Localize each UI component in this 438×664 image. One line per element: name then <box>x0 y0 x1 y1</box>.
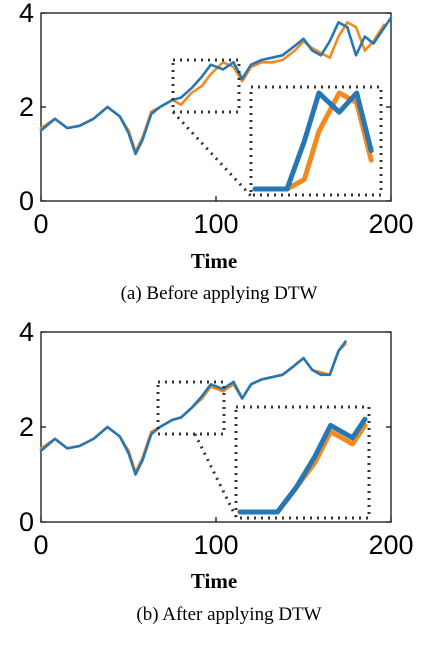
zoom-source-box-b <box>156 380 226 436</box>
panel-a: 0 100 200 0 2 4 Time (a) Before applying DTW <box>19 0 414 304</box>
caption-b: (b) After applying DTW <box>136 604 321 625</box>
plot-frame-b <box>40 331 392 523</box>
series-group-b <box>39 340 347 476</box>
x-tick-label: 200 <box>368 209 413 239</box>
x-axis-label-a: Time <box>191 249 237 273</box>
x-tick-label: 100 <box>193 209 238 239</box>
series-line-blue <box>39 16 393 156</box>
plot-frame-a <box>40 12 392 202</box>
inset-line-orange <box>237 422 368 515</box>
x-tick-label: 0 <box>33 530 48 560</box>
zoom-inset-lines-a <box>252 90 374 192</box>
zoom-inset-box-b <box>234 405 371 520</box>
x-tick-label: 0 <box>33 209 48 239</box>
y-tick-label: 4 <box>19 0 34 28</box>
series-line-blue <box>39 340 347 476</box>
y-tick-label: 2 <box>19 412 34 442</box>
series-group-a <box>39 16 393 156</box>
zoom-region-a <box>171 58 383 198</box>
axes-a: 0 100 200 0 2 4 <box>19 0 414 239</box>
axes-b: 0 100 200 0 2 4 <box>19 317 414 560</box>
y-tick-label: 0 <box>19 507 34 537</box>
series-line-orange <box>39 21 386 153</box>
x-axis-label-b: Time <box>191 569 237 593</box>
zoom-connector-b <box>193 433 238 518</box>
y-tick-label: 4 <box>19 317 34 347</box>
panel-b: 0 100 200 0 2 4 Time (b) After applying DTW <box>19 317 414 625</box>
zoom-region-b <box>156 380 371 520</box>
inset-line-blue <box>237 416 368 515</box>
zoom-connector-a <box>171 110 253 198</box>
caption-a: (a) Before applying DTW <box>121 283 318 304</box>
zoom-inset-box-a <box>249 85 383 197</box>
y-tick-label: 0 <box>19 186 34 216</box>
inset-line-blue <box>252 90 374 192</box>
y-tick-label: 2 <box>19 92 34 122</box>
zoom-source-box-a <box>171 58 241 114</box>
zoom-inset-lines-b <box>237 416 368 515</box>
x-tick-label: 200 <box>368 530 413 560</box>
x-tick-label: 100 <box>193 530 238 560</box>
